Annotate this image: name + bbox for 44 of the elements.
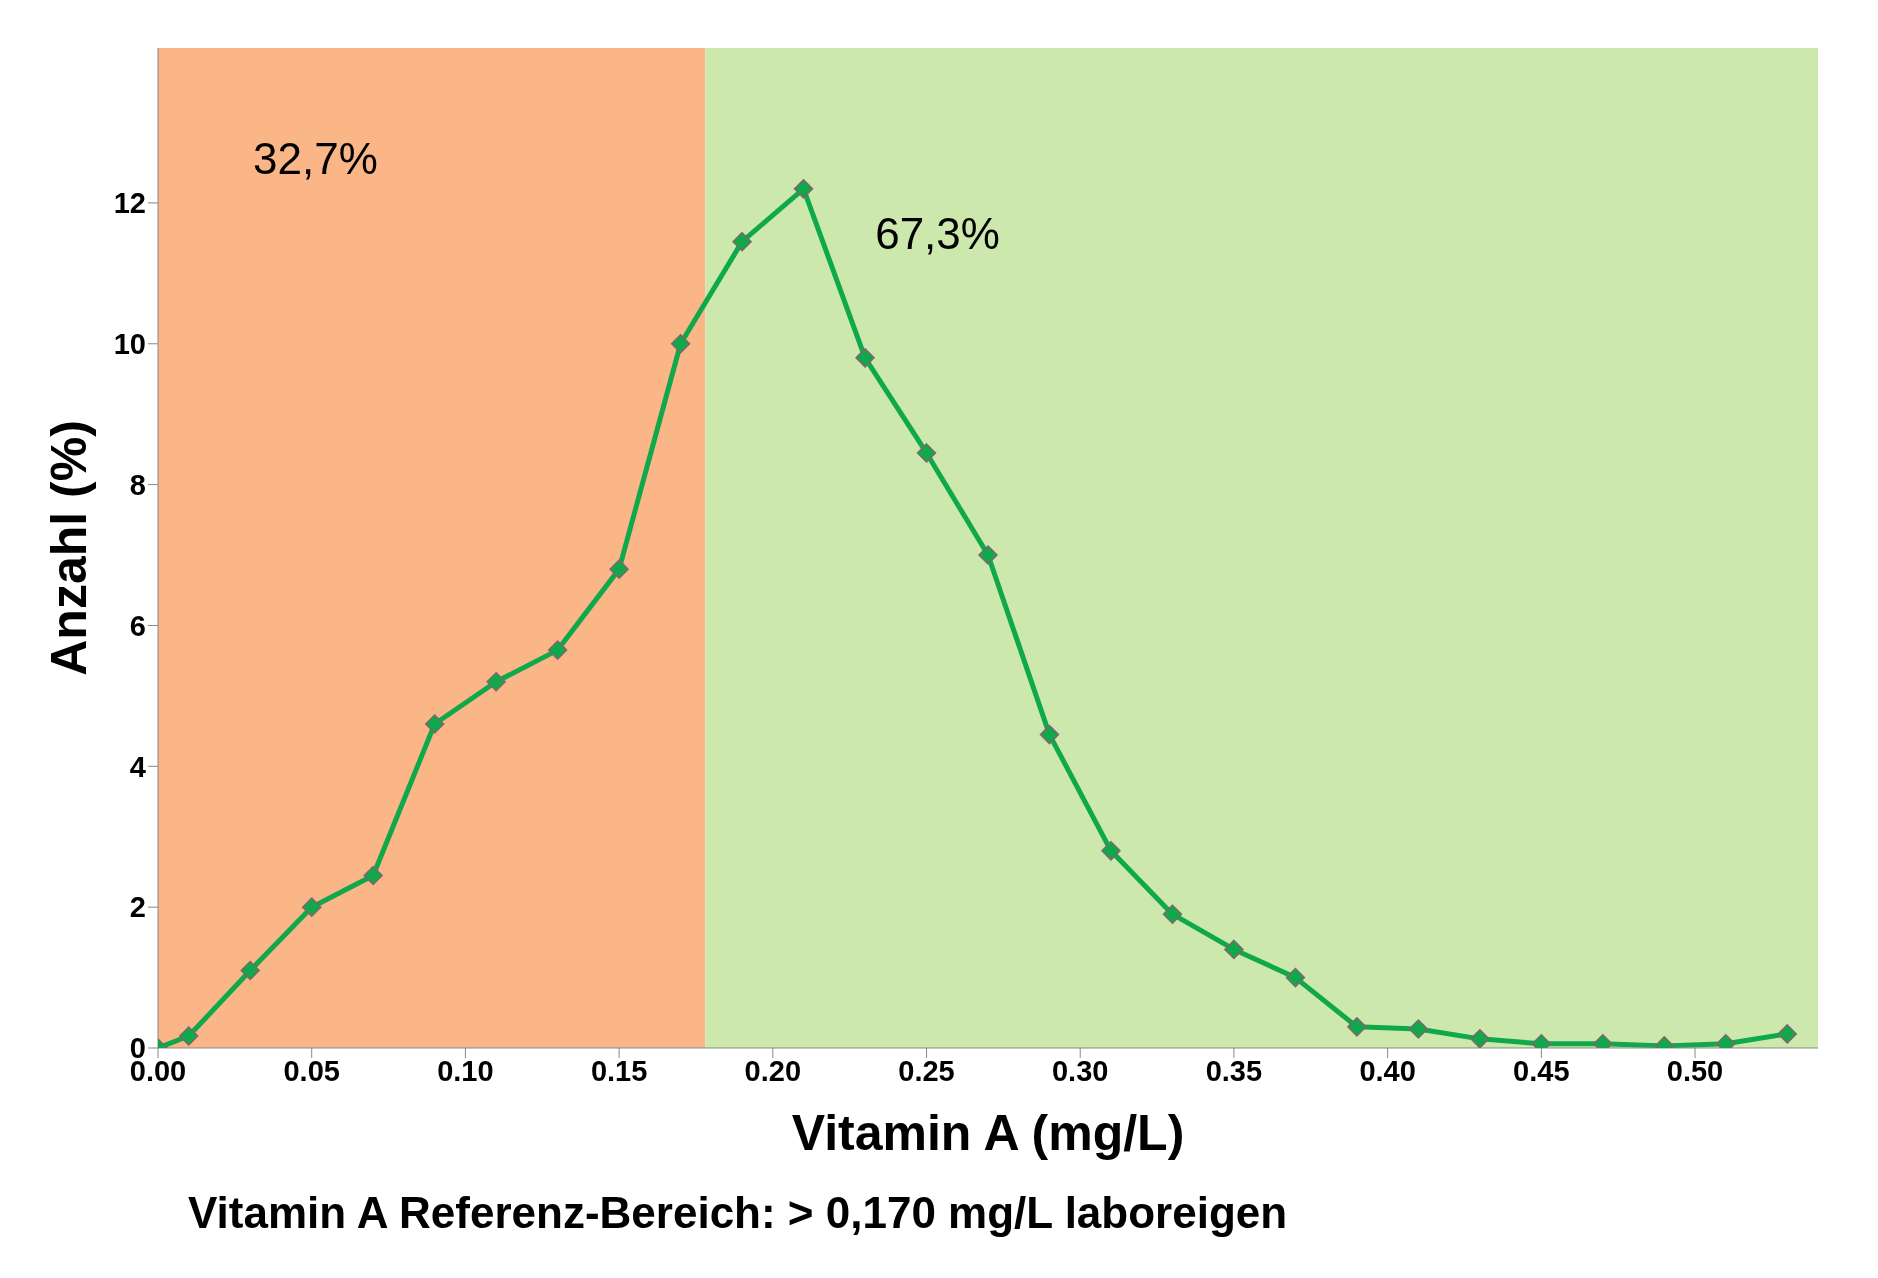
x-tick-label: 0.50 (1666, 1054, 1724, 1087)
y-tick-label: 8 (129, 468, 146, 501)
x-tick-label: 0.10 (437, 1054, 494, 1087)
text: Vitamin A Referenz-Bereich: > 0,170 mg/L laboreigen (188, 1188, 1289, 1238)
y-axis-title: Anzahl (%) (40, 420, 97, 676)
band-label: 67,3% (875, 209, 1000, 259)
x-tick-label: 0.25 (898, 1054, 955, 1087)
point (1224, 939, 1244, 960)
band-label: 32,7% (253, 134, 378, 184)
x-tick-label: 0.30 (1052, 1054, 1109, 1087)
y-tick-label: 12 (113, 187, 146, 220)
x-tick-label: 0.45 (1513, 1054, 1570, 1087)
y-tick-label: 6 (129, 609, 146, 642)
point (732, 231, 752, 252)
point (1162, 904, 1183, 924)
y-tick-label: 4 (129, 750, 146, 783)
x-axis-title: Vitamin A (mg/L) (791, 1105, 1185, 1161)
y-tick-label: 2 (129, 891, 146, 924)
point (793, 179, 814, 199)
x-tick-label: 0.15 (590, 1054, 648, 1087)
x-tick-label: 0.20 (744, 1054, 802, 1087)
point (1039, 724, 1060, 745)
point (1101, 841, 1121, 861)
point (486, 672, 506, 692)
point (916, 443, 937, 463)
point (670, 334, 691, 354)
point (178, 1026, 199, 1046)
point (1347, 1017, 1367, 1037)
x-tick-label: 0.35 (1205, 1054, 1263, 1087)
x-tick-label: 0.40 (1359, 1054, 1416, 1087)
point (547, 640, 568, 660)
point (609, 559, 629, 579)
point (301, 897, 322, 917)
point (978, 545, 998, 565)
point (1777, 1024, 1798, 1044)
point (424, 714, 445, 734)
y-tick-label: 10 (113, 328, 146, 361)
x-tick-label: 0.05 (283, 1054, 340, 1087)
point (1408, 1019, 1429, 1039)
point (1285, 967, 1306, 988)
point (1470, 1029, 1490, 1048)
point (855, 348, 875, 368)
point (240, 960, 260, 981)
point (363, 865, 383, 886)
